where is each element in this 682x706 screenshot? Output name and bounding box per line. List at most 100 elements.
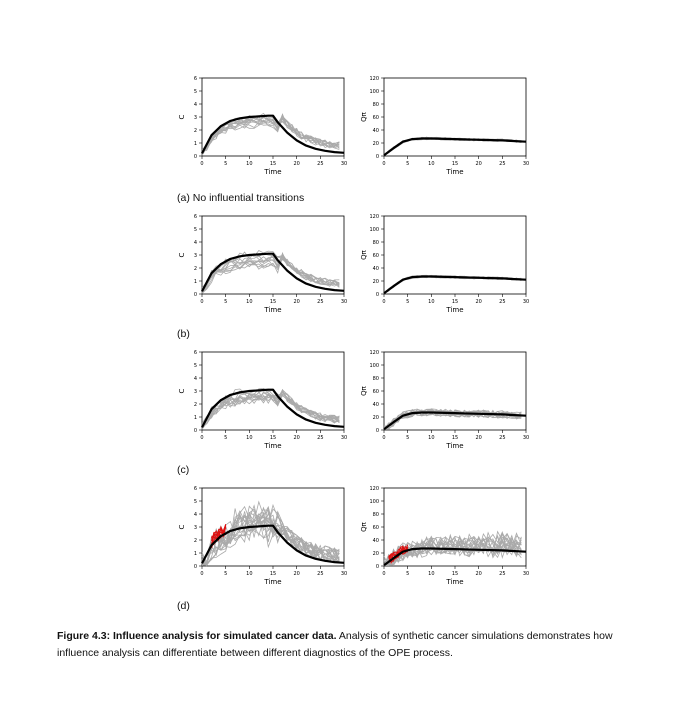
x-tick-label: 20 (475, 161, 481, 167)
x-tick-label: 20 (293, 161, 299, 167)
x-tick-label: 5 (406, 299, 409, 305)
x-tick-label: 25 (317, 571, 323, 577)
influential-transition (211, 524, 227, 548)
y-tick-label: 6 (194, 350, 197, 356)
y-tick-label: 2 (194, 128, 197, 134)
main-estimate-line (201, 524, 345, 564)
y-axis-label: C (178, 388, 186, 393)
x-tick-label: 10 (428, 435, 434, 441)
y-tick-label: 6 (194, 486, 197, 492)
y-axis-label: C (178, 114, 186, 119)
x-tick-label: 15 (270, 299, 276, 305)
panel-c-left: 0 1 2 3 4 5 6 0 5 10 15 20 25 30 Time C (170, 346, 355, 456)
x-tick-label: 0 (200, 571, 203, 577)
x-tick-label: 10 (246, 571, 252, 577)
x-tick-label: 20 (293, 571, 299, 577)
y-tick-label: 4 (194, 512, 197, 518)
x-tick-label: 20 (293, 299, 299, 305)
y-axis-label: Qπ (360, 111, 368, 122)
x-tick-label: 15 (270, 571, 276, 577)
y-tick-label: 60 (373, 253, 379, 259)
x-tick-label: 5 (224, 435, 227, 441)
y-axis-label: Qπ (360, 521, 368, 532)
y-tick-label: 6 (194, 214, 197, 220)
background-trajectory (201, 116, 340, 156)
main-estimate-line (383, 547, 527, 567)
main-estimate-line (201, 252, 345, 292)
y-tick-label: 1 (194, 415, 197, 421)
plot-frame (383, 215, 527, 295)
y-tick-label: 3 (194, 389, 197, 395)
y-tick-label: 5 (194, 499, 197, 505)
x-tick-label: 5 (406, 161, 409, 167)
x-tick-label: 25 (317, 161, 323, 167)
y-tick-label: 0 (376, 292, 379, 298)
x-tick-label: 10 (428, 161, 434, 167)
x-tick-label: 5 (224, 299, 227, 305)
y-tick-label: 0 (376, 564, 379, 570)
y-tick-label: 120 (369, 214, 379, 220)
figure-caption-body: Analysis of synthetic cancer simulations… (57, 630, 613, 659)
y-tick-label: 120 (369, 350, 379, 356)
panel-b-left: 0 1 2 3 4 5 6 0 5 10 15 20 25 30 Time C (170, 210, 355, 320)
main-estimate-line (201, 388, 345, 428)
x-tick-label: 10 (246, 435, 252, 441)
y-tick-label: 60 (373, 525, 379, 531)
y-axis-label: Qπ (360, 385, 368, 396)
x-tick-label: 15 (270, 161, 276, 167)
y-tick-label: 5 (194, 89, 197, 95)
background-trajectory (383, 532, 522, 566)
y-tick-label: 4 (194, 376, 197, 382)
x-tick-label: 5 (224, 571, 227, 577)
y-tick-label: 2 (194, 266, 197, 272)
y-tick-label: 0 (194, 154, 197, 160)
y-tick-label: 0 (194, 564, 197, 570)
x-tick-label: 20 (293, 435, 299, 441)
x-tick-label: 30 (523, 161, 529, 167)
x-tick-label: 0 (200, 435, 203, 441)
x-tick-label: 20 (475, 571, 481, 577)
background-trajectory (201, 117, 340, 154)
background-trajectory (201, 389, 340, 426)
x-tick-label: 25 (499, 299, 505, 305)
x-tick-label: 30 (341, 571, 347, 577)
y-tick-label: 6 (194, 76, 197, 82)
y-tick-label: 40 (373, 402, 379, 408)
y-tick-label: 0 (194, 428, 197, 434)
row-a-label: (a) No influential transitions (177, 192, 305, 204)
x-axis-label: Time (445, 306, 463, 314)
plot-frame (383, 77, 527, 157)
panel-b-right: 0 20 40 60 80 100 120 0 5 10 15 20 25 30 Time Qπ (352, 210, 542, 320)
x-tick-label: 5 (406, 571, 409, 577)
y-tick-label: 4 (194, 102, 197, 108)
background-trajectory (201, 113, 340, 156)
x-tick-label: 5 (224, 161, 227, 167)
panel-a-left: 0 1 2 3 4 5 6 0 5 10 15 20 25 30 Time C (170, 72, 355, 182)
y-tick-label: 100 (369, 89, 379, 95)
x-tick-label: 30 (341, 299, 347, 305)
main-estimate-line (383, 275, 527, 295)
x-axis-label: Time (263, 442, 281, 450)
x-tick-label: 0 (382, 571, 385, 577)
y-tick-label: 40 (373, 538, 379, 544)
x-tick-label: 15 (452, 161, 458, 167)
y-tick-label: 120 (369, 486, 379, 492)
y-tick-label: 20 (373, 551, 379, 557)
x-tick-label: 30 (341, 161, 347, 167)
y-tick-label: 4 (194, 240, 197, 246)
y-tick-label: 60 (373, 389, 379, 395)
x-tick-label: 30 (341, 435, 347, 441)
background-trajectory (201, 115, 340, 151)
y-tick-label: 20 (373, 279, 379, 285)
background-trajectory (201, 253, 340, 294)
y-tick-label: 100 (369, 227, 379, 233)
x-tick-label: 25 (317, 299, 323, 305)
y-tick-label: 5 (194, 363, 197, 369)
y-tick-label: 60 (373, 115, 379, 121)
x-tick-label: 0 (200, 161, 203, 167)
y-axis-label: C (178, 252, 186, 257)
background-trajectory (201, 113, 340, 156)
x-axis-label: Time (263, 306, 281, 314)
row-c-label: (c) (177, 464, 190, 476)
x-tick-label: 30 (523, 299, 529, 305)
